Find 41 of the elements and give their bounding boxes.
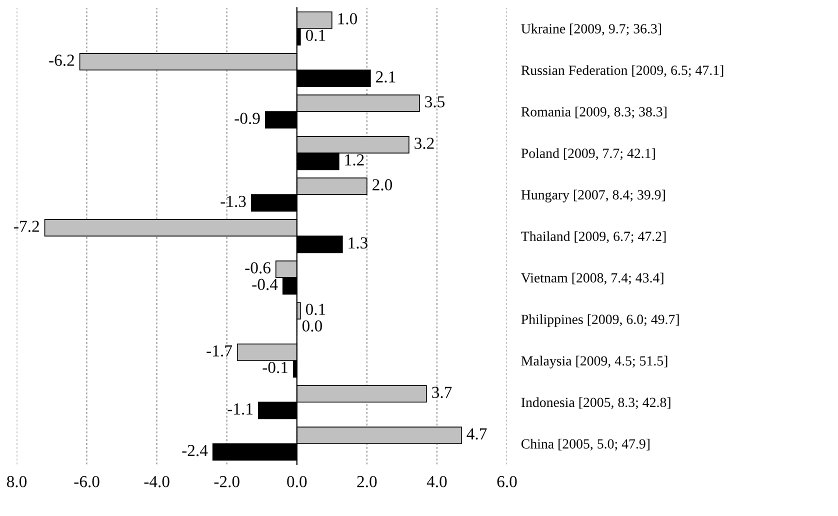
- data-label: 0.1: [306, 30, 326, 42]
- y-tick-label: Indonesia [2005, 8.3; 42.8]: [521, 397, 670, 410]
- y-tick-label: Malaysia [2009, 4.5; 51.5]: [521, 356, 668, 368]
- data-label: 0.1: [306, 304, 326, 316]
- data-label: -1.3: [220, 196, 246, 208]
- data-label: 3.2: [414, 138, 434, 149]
- data-label: 2.1: [376, 71, 396, 83]
- data-label: -0.4: [252, 278, 278, 290]
- y-tick-label: Ukraine [2009, 9.7; 36.3]: [521, 24, 662, 36]
- y-tick-label: Thailand [2009, 6.7; 47.2]: [521, 231, 666, 244]
- data-label: -1.7: [206, 345, 232, 357]
- y-tick-label: Philippines [2009, 6.0; 49.7]: [521, 314, 679, 327]
- data-label: 3.5: [425, 96, 445, 108]
- x-tick-label: 0.0: [287, 476, 307, 488]
- x-tick-label: 2.0: [357, 476, 377, 488]
- x-tick-label: 6.0: [497, 476, 517, 488]
- data-label: -0.6: [245, 262, 270, 274]
- x-tick-label: -6.0: [74, 476, 100, 488]
- x-tick-label: -4.0: [144, 476, 170, 488]
- x-tick-label: -2.0: [214, 476, 240, 488]
- data-label: 0.0: [302, 320, 322, 332]
- x-tick-label: 4.0: [426, 476, 447, 488]
- y-tick-label: Vietnam [2008, 7.4; 43.4]: [521, 272, 664, 285]
- data-label: -6.2: [49, 54, 74, 66]
- x-tick-label: 8.0: [6, 476, 27, 488]
- data-label: 1.0: [338, 13, 358, 24]
- y-tick-label: Romania [2009, 8.3; 38.3]: [521, 106, 666, 118]
- data-label: 4.7: [466, 428, 487, 440]
- data-label: 3.7: [432, 386, 452, 398]
- data-label: -0.9: [234, 112, 260, 124]
- y-tick-label: Poland [2009, 7.7; 42.1]: [521, 148, 655, 160]
- data-label: -1.1: [228, 403, 252, 415]
- y-tick-label: Hungary [2007, 8.4; 39.9]: [521, 190, 665, 202]
- data-label: 1.3: [348, 237, 368, 249]
- y-tick-label: Russian Federation [2009, 6.5; 47.1]: [521, 65, 724, 77]
- data-label: 2.0: [372, 179, 392, 190]
- data-label: -7.2: [14, 220, 39, 232]
- data-label: -0.1: [262, 362, 288, 374]
- data-label: -2.4: [182, 444, 208, 456]
- data-label: 1.2: [345, 154, 364, 166]
- y-tick-label: China [2005, 5.0; 47.9]: [521, 438, 650, 451]
